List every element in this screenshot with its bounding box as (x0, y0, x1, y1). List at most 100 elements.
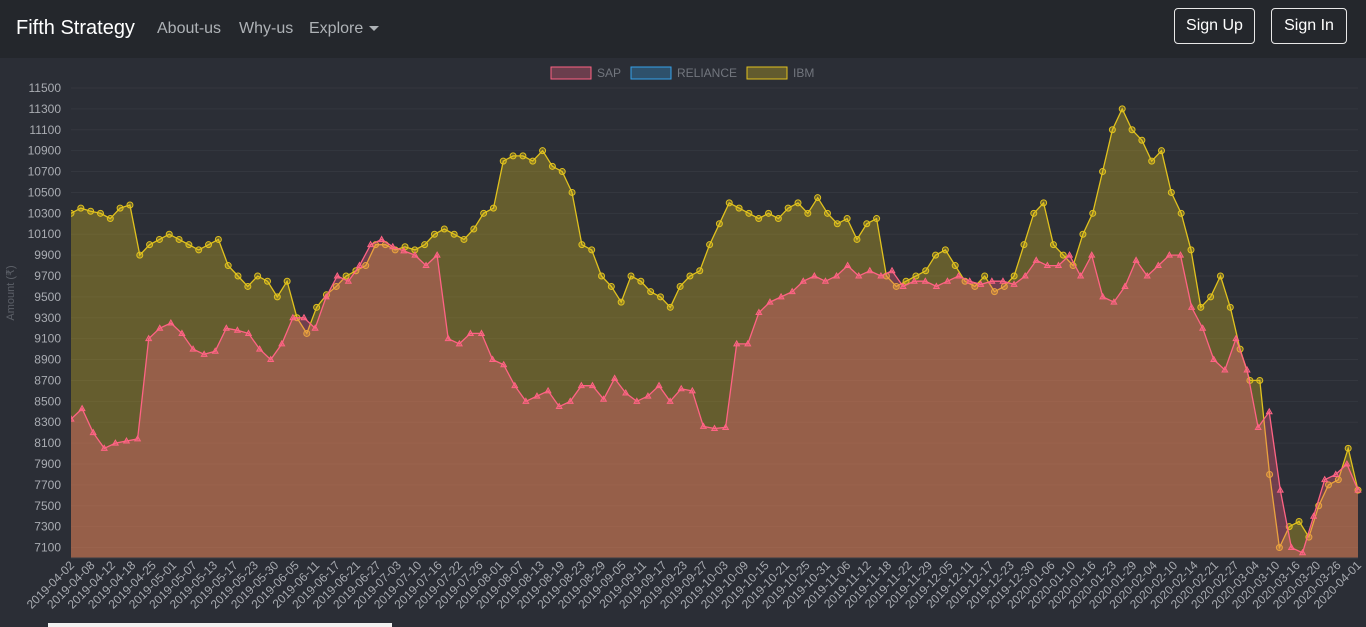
y-tick-label: 8900 (34, 353, 61, 367)
data-point (1118, 105, 1126, 113)
y-axis-title: Amount (₹) (5, 265, 17, 320)
horizontal-scrollbar[interactable] (48, 623, 392, 627)
data-point (195, 246, 203, 254)
data-point (843, 215, 851, 223)
y-tick-label: 11100 (29, 123, 61, 137)
data-point (87, 207, 95, 215)
data-point (499, 157, 507, 165)
data-point (289, 313, 297, 321)
data-point (598, 272, 606, 280)
data-point (912, 272, 920, 280)
data-point (607, 282, 615, 290)
legend-label-sap: SAP (597, 66, 621, 80)
data-point (244, 282, 252, 290)
data-point (444, 334, 452, 342)
data-point (821, 277, 830, 284)
data-point (1187, 246, 1195, 254)
y-tick-label: 7100 (34, 541, 61, 555)
data-point (1167, 188, 1175, 196)
y-tick-label: 10100 (28, 227, 62, 241)
data-point (311, 324, 319, 331)
data-point (234, 272, 242, 280)
data-point (715, 220, 723, 228)
data-point (1275, 544, 1283, 552)
data-point (480, 209, 488, 217)
data-point (1295, 517, 1303, 525)
data-point (735, 204, 743, 212)
y-tick-label: 7300 (34, 520, 61, 534)
data-point (189, 345, 197, 352)
nav-link-about-us[interactable]: About-us (157, 20, 222, 37)
data-point (433, 251, 441, 258)
brand-logo[interactable]: Fifth Strategy (16, 17, 135, 39)
data-point (1043, 261, 1051, 269)
nav-link-why-us[interactable]: Why-us (239, 20, 294, 37)
data-point (677, 384, 685, 392)
data-point (981, 272, 989, 280)
data-point (784, 204, 792, 212)
data-point (355, 261, 364, 269)
data-point (1343, 459, 1351, 467)
y-tick-label: 7500 (34, 499, 61, 513)
data-point (1165, 251, 1174, 258)
data-point (1232, 334, 1240, 342)
data-point (1243, 365, 1251, 373)
data-point (421, 241, 429, 249)
data-point (943, 277, 952, 284)
legend-label-ibm: IBM (793, 66, 814, 80)
data-point (1332, 470, 1340, 477)
sign-up-button[interactable]: Sign Up (1174, 8, 1255, 44)
data-point (1256, 376, 1264, 384)
data-point (313, 303, 321, 311)
data-point (777, 292, 785, 300)
data-point (533, 392, 541, 399)
data-point (1148, 157, 1156, 165)
data-point (342, 272, 350, 280)
sign-in-button[interactable]: Sign In (1271, 8, 1347, 44)
data-point (1176, 251, 1185, 258)
data-point (1128, 126, 1136, 134)
data-point (167, 318, 175, 326)
data-point (1266, 470, 1274, 478)
data-point (696, 267, 704, 275)
data-point (455, 339, 463, 347)
data-point (133, 434, 142, 442)
data-point (932, 282, 941, 289)
data-point (522, 397, 530, 404)
data-point (755, 308, 763, 316)
data-point (244, 329, 253, 336)
data-point (1108, 126, 1116, 134)
data-point (902, 277, 910, 285)
data-point (617, 298, 625, 306)
data-point (489, 204, 497, 212)
data-point (1210, 355, 1218, 363)
data-point (799, 277, 807, 284)
data-point (745, 209, 753, 217)
data-point (910, 277, 918, 284)
data-point (1221, 365, 1229, 373)
data-point (222, 324, 230, 331)
data-point (721, 423, 730, 430)
data-point (627, 272, 635, 280)
data-point (555, 402, 563, 410)
data-point (1143, 271, 1151, 279)
data-point (774, 215, 782, 223)
y-tick-label: 9900 (34, 248, 61, 262)
data-point (899, 282, 907, 289)
data-point (710, 424, 719, 431)
y-tick-label: 9100 (34, 332, 61, 346)
data-point (941, 246, 949, 254)
data-point (1088, 251, 1096, 258)
data-point (599, 395, 608, 402)
data-point (863, 220, 871, 228)
series-area-ibm (71, 108, 1358, 558)
nav-dropdown-explore[interactable]: Explore (309, 20, 380, 38)
data-point (111, 439, 120, 446)
data-point (263, 277, 271, 285)
data-point (300, 313, 308, 321)
data-point (866, 266, 874, 274)
y-tick-label: 9700 (34, 269, 61, 283)
explore-label: Explore (309, 20, 364, 37)
data-point (254, 272, 262, 280)
data-point (1177, 209, 1185, 217)
